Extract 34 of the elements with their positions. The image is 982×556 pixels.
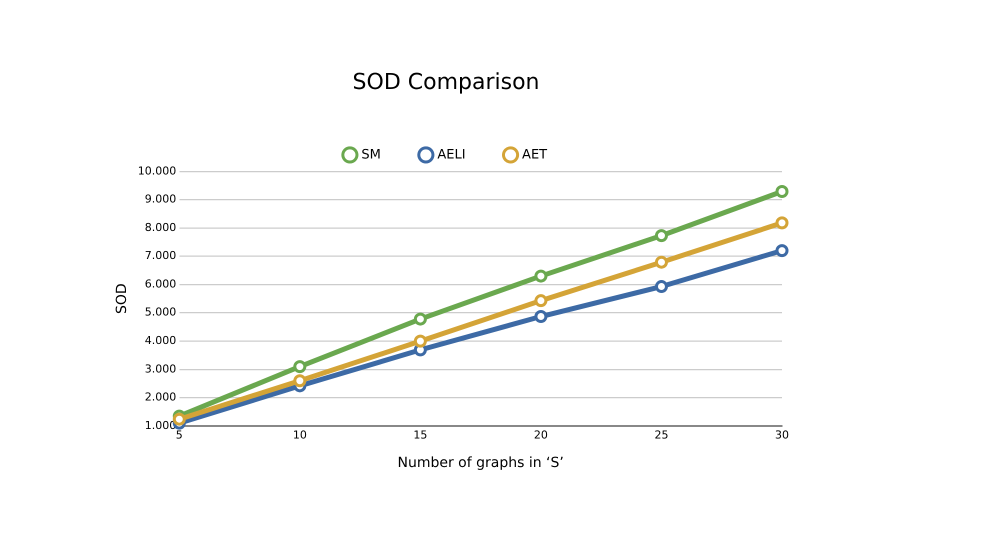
y-axis-title: SOD (114, 283, 130, 314)
y-tick-label: 2.000 (144, 390, 176, 404)
chart-title: SOD Comparison (352, 70, 540, 95)
point (534, 270, 548, 283)
y-tick-label: 6.000 (144, 277, 176, 290)
x-tick-label: 30 (775, 428, 789, 442)
x-tick-label: 25 (654, 428, 668, 442)
point (534, 294, 548, 308)
point (776, 244, 788, 258)
legend-label: SM (361, 147, 381, 162)
legend-label: AELI (437, 147, 466, 162)
legend-label: AET (522, 147, 548, 162)
point (414, 312, 427, 326)
y-tick-label: 9.000 (144, 192, 176, 206)
point (654, 256, 668, 269)
x-axis-title: Number of graphs in ‘S’ (397, 455, 564, 472)
y-tick-label: 7.000 (144, 249, 176, 262)
point (776, 184, 788, 198)
point (414, 334, 427, 348)
point (293, 374, 306, 388)
y-tick-label: 4.000 (144, 334, 176, 347)
x-tick-label: 10 (292, 428, 307, 442)
y-tick-label: 8.000 (144, 220, 176, 234)
y-tick-label: 3.000 (144, 362, 176, 376)
x-tick-label: 20 (534, 428, 548, 442)
point (654, 229, 668, 242)
y-tick-label: 10.000 (138, 164, 176, 178)
point (654, 280, 668, 294)
y-tick-label: 5.000 (144, 306, 176, 319)
point (534, 310, 548, 324)
point (293, 360, 306, 374)
point (776, 216, 788, 230)
x-tick-label: 5 (176, 428, 183, 442)
x-tick-label: 15 (413, 428, 428, 442)
